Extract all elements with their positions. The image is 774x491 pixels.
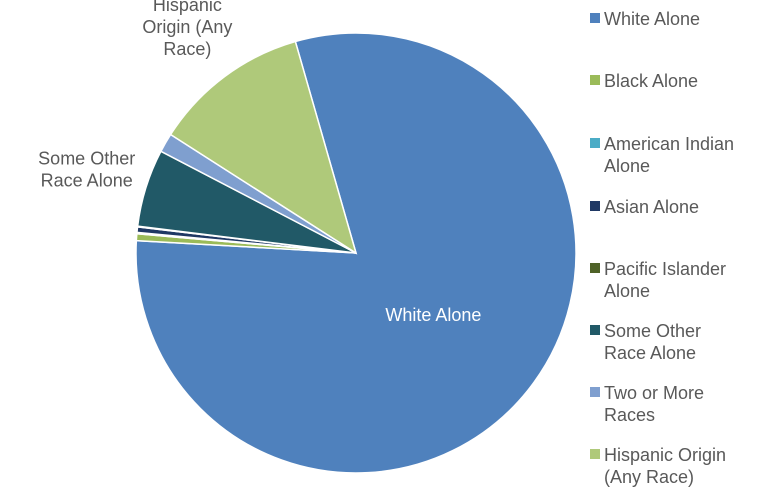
legend-item: Black Alone — [590, 70, 774, 92]
legend-label: Asian Alone — [604, 197, 700, 217]
legend-label: White Alone — [604, 9, 701, 29]
legend-swatch — [590, 449, 600, 459]
pie-data-labels: White Alone Some Other Race Alone Hispanic O… — [38, 0, 481, 325]
legend-label: Pacific Islander Alone — [604, 259, 727, 301]
data-label-some-other-race-alone: Some Other Race Alone — [38, 148, 135, 190]
legend-item: Hispanic Origin (Any Race) — [590, 444, 774, 488]
legend-label: Two or More Races — [604, 383, 705, 425]
legend-item: Some Other Race Alone — [590, 320, 774, 364]
legend-swatch — [590, 325, 600, 335]
data-label-white-alone: White Alone — [385, 305, 481, 325]
legend-swatch — [590, 13, 600, 23]
legend-item: American Indian Alone — [590, 133, 774, 177]
pie-slice-hispanic-origin-any-race — [169, 40, 358, 255]
legend-swatch — [590, 75, 600, 85]
legend-swatch — [590, 201, 600, 211]
legend-swatch — [590, 263, 600, 273]
legend-label: American Indian Alone — [604, 134, 735, 176]
legend-item: Pacific Islander Alone — [590, 258, 774, 302]
legend-item: Two or More Races — [590, 382, 774, 426]
legend-label: Hispanic Origin (Any Race) — [604, 445, 727, 487]
legend-item: White Alone — [590, 8, 774, 30]
pie-slices — [135, 32, 577, 474]
legend-swatch — [590, 138, 600, 148]
legend-swatch — [590, 387, 600, 397]
legend-label: Some Other Race Alone — [604, 321, 702, 363]
legend-label: Black Alone — [604, 71, 699, 91]
data-label-hispanic-origin-any-race: Hispanic Origin (Any Race) — [142, 0, 232, 59]
legend-item: Asian Alone — [590, 196, 774, 218]
